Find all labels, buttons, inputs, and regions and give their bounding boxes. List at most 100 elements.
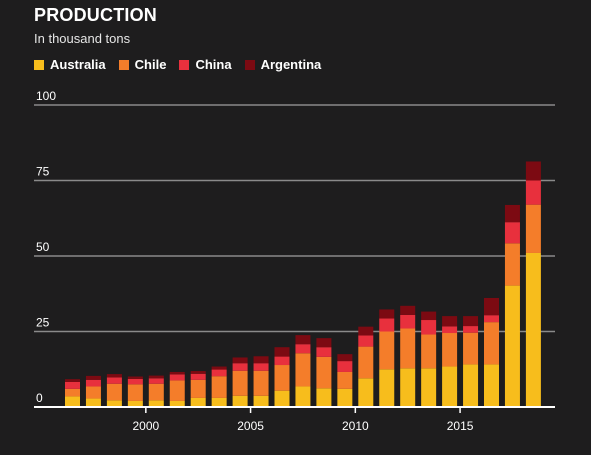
bar-chile-2004 [232,370,248,396]
chart-title: PRODUCTION [34,5,157,25]
bar-argentina-1998 [106,374,122,378]
bar-chile-2002 [190,379,206,398]
bar-china-2016 [484,315,499,323]
legend-item-chile[interactable]: Chile [118,57,167,72]
x-tick-label-2010: 2010 [342,419,369,433]
x-tick-label-2005: 2005 [237,419,264,433]
bar-australia-2000 [148,400,164,407]
bar-china-2012 [400,314,416,329]
bar-australia-2008 [316,388,332,407]
legend-swatch-china [179,59,190,70]
bar-argentina-2011 [379,309,395,319]
bar-australia-2007 [295,386,311,407]
bar-china-2000 [148,378,164,384]
bar-china-2006 [274,356,290,366]
bar-chile-2016 [484,322,499,365]
bar-chile-2010 [358,346,374,379]
bar-chile-1998 [106,383,122,401]
y-tick-label-50: 50 [36,240,50,254]
bar-argentina-2001 [169,371,185,375]
bar-australia-2006 [274,390,290,407]
bar-china-1999 [127,378,143,385]
bar-chile-2012 [400,328,416,369]
bar-argentina-2007 [295,335,311,345]
bar-chile-2009 [337,371,353,389]
bar-argentina-2006 [274,347,290,357]
bar-argentina-2014 [442,316,458,327]
bar-argentina-2004 [232,357,248,364]
bar-china-2018 [525,180,541,205]
bar-argentina-2008 [316,338,332,348]
bar-china-2003 [211,369,227,377]
y-tick-label-100: 100 [36,89,56,103]
bar-chile-1996 [65,388,80,397]
bar-china-2015 [463,326,479,333]
y-tick-label-0: 0 [36,391,43,405]
bar-china-2002 [190,373,206,380]
bar-argentina-2018 [525,161,541,181]
bar-chile-2018 [525,204,541,253]
bar-australia-1996 [65,396,80,407]
bar-china-2004 [232,363,248,371]
bar-australia-2018 [525,252,541,407]
bar-china-2013 [421,320,437,335]
bar-australia-2014 [442,366,458,407]
bar-argentina-2010 [358,326,374,336]
legend-label-chile: Chile [134,57,167,72]
legend-swatch-australia [34,59,44,70]
bar-chile-2003 [211,376,227,398]
bar-china-1997 [85,379,101,387]
bar-china-2014 [442,326,458,334]
bar-australia-2016 [484,364,499,407]
bar-china-2009 [337,361,353,372]
bar-australia-1999 [127,400,143,407]
bar-australia-2013 [421,368,437,407]
bar-chile-2008 [316,356,332,389]
legend-label-china: China [195,57,232,72]
bar-argentina-2013 [421,311,437,321]
bar-argentina-2017 [504,204,520,223]
legend-item-argentina[interactable]: Argentina [244,57,321,72]
legend-label-australia: Australia [50,57,106,72]
bar-argentina-2012 [400,305,416,315]
bar-australia-2002 [190,397,206,407]
bar-china-2001 [169,374,185,381]
bar-argentina-2009 [337,354,353,362]
bar-chile-2013 [421,334,437,369]
bar-argentina-2002 [190,371,206,374]
bar-australia-2017 [504,285,520,407]
bar-china-2005 [253,363,269,371]
bar-australia-2005 [253,395,269,407]
legend-swatch-chile [118,59,129,70]
bar-chile-1997 [85,386,101,399]
bar-argentina-2000 [148,375,164,379]
bar-australia-2015 [463,364,479,407]
bar-australia-2012 [400,368,416,407]
bar-australia-2004 [232,395,248,407]
bar-australia-2001 [169,400,185,407]
bar-australia-2009 [337,388,353,407]
x-tick-label-2000: 2000 [132,419,159,433]
bar-argentina-2016 [484,297,499,316]
bar-argentina-2003 [211,366,227,370]
bar-chile-1999 [127,384,143,401]
bar-argentina-2005 [253,356,269,364]
bar-australia-2010 [358,378,374,407]
legend-item-australia[interactable]: Australia [34,57,106,72]
bar-argentina-1996 [65,379,80,382]
bar-china-1998 [106,377,122,384]
bar-china-2008 [316,347,332,357]
bar-australia-2011 [379,369,395,407]
legend-item-china[interactable]: China [179,57,232,72]
chart-subtitle: In thousand tons [34,31,131,46]
bar-argentina-1999 [127,376,143,379]
bar-chile-2011 [379,331,395,370]
bar-chile-2005 [253,370,269,396]
bar-china-2011 [379,318,395,332]
y-tick-label-25: 25 [36,316,50,330]
legend: Australia Chile China Argentina [34,57,334,72]
bar-china-2007 [295,344,311,354]
bar-australia-1997 [85,398,101,407]
bar-chile-2014 [442,333,458,367]
